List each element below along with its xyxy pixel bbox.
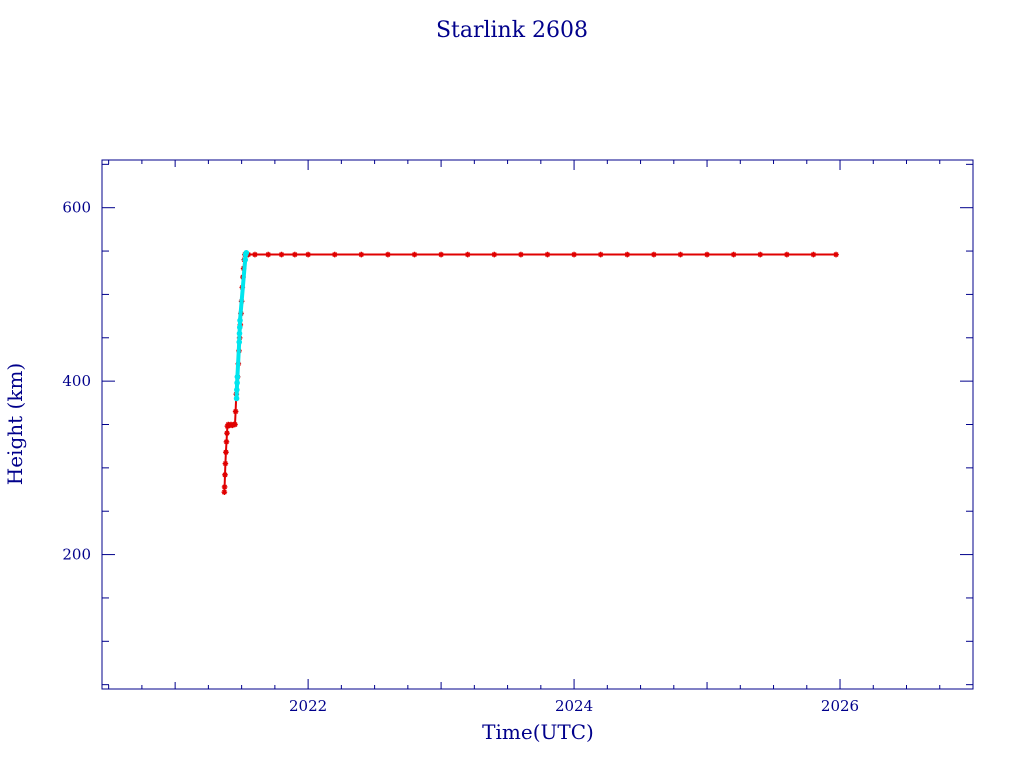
axis-ticks xyxy=(102,160,974,689)
tick-labels: 2022 2024 2026 200 400 600 xyxy=(62,199,859,715)
data-point xyxy=(358,251,365,258)
y-axis-label: Height (km) xyxy=(3,363,27,485)
data-point xyxy=(237,317,243,324)
data-point xyxy=(544,251,551,258)
x-tick-label: 2024 xyxy=(555,697,593,715)
data-point xyxy=(236,339,243,345)
data-point xyxy=(232,408,239,415)
data-point xyxy=(252,251,258,258)
y-tick-label: 400 xyxy=(62,372,91,390)
data-point xyxy=(234,374,241,380)
data-point xyxy=(784,251,790,258)
data-point xyxy=(730,251,737,258)
data-point xyxy=(234,387,240,393)
data-point xyxy=(222,460,229,467)
data-point xyxy=(236,324,243,331)
data-point xyxy=(677,251,684,258)
data-point xyxy=(242,256,249,263)
chart-title: Starlink 2608 xyxy=(436,18,588,43)
data-point xyxy=(571,251,577,258)
data-point xyxy=(224,430,230,436)
data-point xyxy=(491,251,498,258)
data-point xyxy=(232,421,238,428)
data-point xyxy=(305,251,311,258)
data-point xyxy=(233,395,240,402)
data-point xyxy=(833,251,839,258)
data-point xyxy=(597,251,604,258)
data-point xyxy=(278,251,285,258)
data-point xyxy=(651,251,657,258)
data-point xyxy=(810,251,817,258)
data-point xyxy=(757,251,764,258)
data-point xyxy=(265,251,272,258)
series-1 xyxy=(233,249,250,402)
x-tick-label: 2026 xyxy=(821,697,859,715)
data-point xyxy=(385,251,391,258)
data-point xyxy=(331,251,338,258)
data-point xyxy=(234,380,240,386)
data-point xyxy=(518,251,524,258)
y-tick-label: 200 xyxy=(62,546,91,564)
data-point xyxy=(221,484,228,490)
data-point xyxy=(223,449,229,456)
data-point xyxy=(223,439,230,445)
data-point xyxy=(624,251,631,258)
data-point xyxy=(704,251,710,258)
data-point xyxy=(236,330,243,337)
data-point xyxy=(411,251,418,258)
data-point xyxy=(243,249,250,256)
data-point xyxy=(222,471,228,478)
data-points xyxy=(221,249,839,495)
data-point xyxy=(292,251,298,258)
series-line xyxy=(223,253,837,494)
x-tick-label: 2022 xyxy=(289,697,327,715)
data-point xyxy=(464,251,471,258)
data-point xyxy=(438,251,444,258)
y-tick-label: 600 xyxy=(62,199,91,217)
x-axis-label: Time(UTC) xyxy=(482,720,594,744)
series-0 xyxy=(221,251,839,495)
data-point xyxy=(221,489,228,495)
